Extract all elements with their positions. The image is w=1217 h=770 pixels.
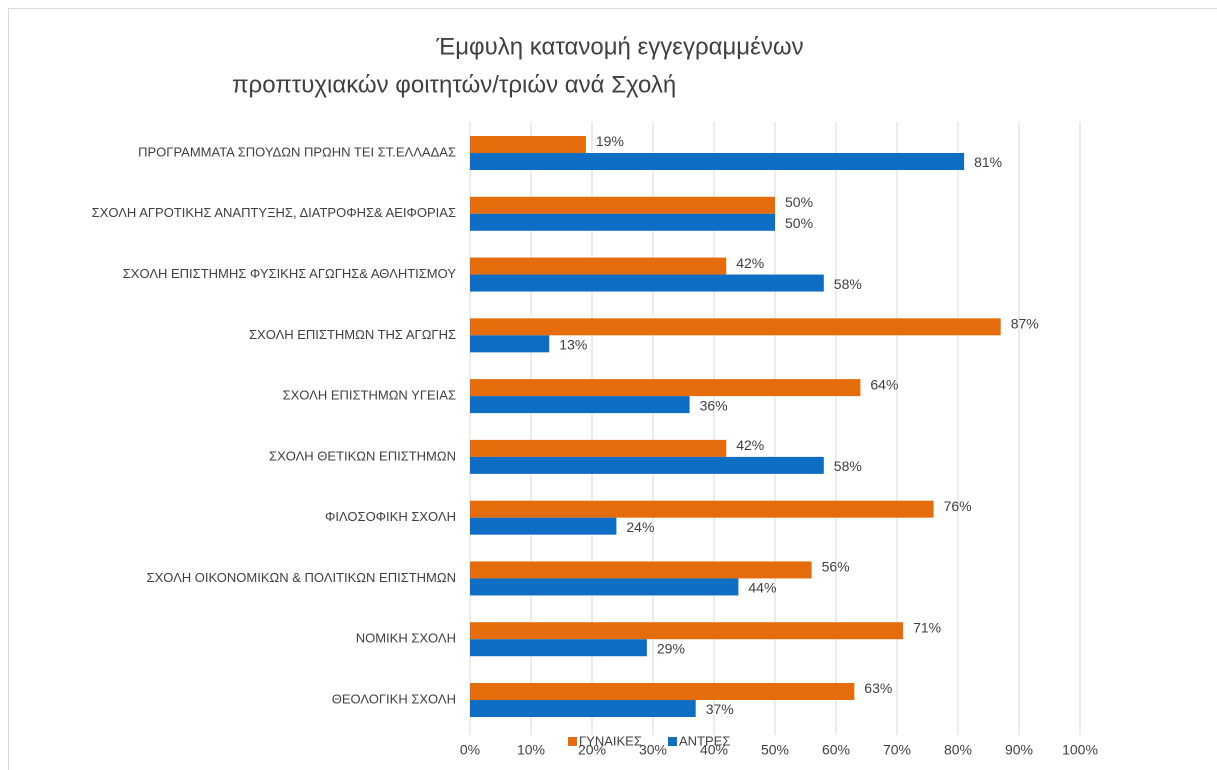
data-label: 87% (1011, 316, 1039, 332)
data-label: 13% (559, 337, 587, 353)
bar (470, 396, 690, 414)
data-label: 81% (974, 154, 1002, 170)
x-tick-label: 30% (639, 742, 667, 758)
y-tick-label: ΣΧΟΛΗ ΘΕΤΙΚΩΝ ΕΠΙΣΤΗΜΩΝ (269, 448, 456, 463)
data-label: 58% (834, 276, 862, 292)
data-label: 42% (736, 255, 764, 271)
bar (470, 683, 855, 700)
bar (470, 335, 550, 353)
bar (470, 257, 727, 275)
data-label: 64% (870, 376, 898, 392)
bar (470, 622, 904, 640)
y-tick-label: ΣΧΟΛΗ ΕΠΙΣΤΗΜΩΝ ΥΓΕΙΑΣ (283, 388, 456, 403)
data-label: 29% (657, 640, 685, 656)
data-label: 50% (785, 194, 813, 210)
data-label: 19% (596, 133, 624, 149)
legend-swatch (568, 737, 577, 746)
bar (470, 136, 586, 153)
chart-title: Έμφυλη κατανομή εγγεγραμμένων (435, 33, 803, 60)
data-label: 63% (864, 680, 892, 696)
y-tick-label: ΝΟΜΙΚΗ ΣΧΟΛΗ (356, 631, 456, 646)
data-label: 76% (944, 498, 972, 514)
data-label: 44% (748, 580, 776, 596)
bar (470, 500, 934, 518)
data-label: 24% (626, 519, 654, 535)
bar (470, 274, 824, 292)
bar (470, 213, 775, 231)
bar (470, 517, 617, 535)
x-tick-label: 50% (761, 742, 789, 758)
x-tick-label: 10% (517, 742, 545, 758)
data-label: 36% (700, 397, 728, 413)
data-label: 42% (736, 437, 764, 453)
data-label: 58% (834, 458, 862, 474)
x-tick-label: 20% (578, 742, 606, 758)
x-tick-label: 100% (1062, 742, 1098, 758)
bar (470, 153, 965, 170)
x-tick-label: 90% (1005, 742, 1033, 758)
data-label: 37% (706, 701, 734, 717)
y-tick-label: ΣΧΟΛΗ ΕΠΙΣΤΗΜΩΝ ΤΗΣ ΑΓΩΓΗΣ (249, 327, 456, 342)
bar (470, 700, 696, 717)
y-tick-label: ΘΕΟΛΟΓΙΚΗ ΣΧΟΛΗ (332, 691, 456, 706)
x-tick-label: 0% (460, 742, 480, 758)
y-tick-label: ΣΧΟΛΗ ΑΓΡΟΤΙΚΗΣ ΑΝΑΠΤΥΞΗΣ, ΔΙΑΤΡΟΦΗΣ& ΑΕ… (92, 205, 456, 220)
bar (470, 439, 727, 457)
bar (470, 196, 775, 214)
y-tick-label: ΦΙΛΟΣΟΦΙΚΗ ΣΧΟΛΗ (325, 509, 456, 524)
legend-swatch (668, 737, 677, 746)
y-tick-label: ΣΧΟΛΗ ΟΙΚΟΝΟΜΙΚΩΝ & ΠΟΛΙΤΙΚΩΝ ΕΠΙΣΤΗΜΩΝ (147, 570, 456, 585)
chart-title: προπτυχιακών φοιτητών/τριών ανά Σχολή (232, 71, 676, 98)
legend-label: ΑΝΤΡΕΣ (679, 733, 730, 748)
y-tick-label: ΣΧΟΛΗ ΕΠΙΣΤΗΜΗΣ ΦΥΣΙΚΗΣ ΑΓΩΓΗΣ& ΑΘΛΗΤΙΣΜ… (123, 266, 457, 281)
bar (470, 639, 647, 657)
x-tick-label: 70% (883, 742, 911, 758)
y-tick-label: ΠΡΟΓΡΑΜΜΑΤΑ ΣΠΟΥΔΩΝ ΠΡΩΗΝ ΤΕΙ ΣΤ.ΕΛΛΑΔΑΣ (138, 144, 456, 159)
bar (470, 561, 812, 579)
bar (470, 456, 824, 474)
data-label: 50% (785, 215, 813, 231)
x-tick-label: 40% (700, 742, 728, 758)
bar (470, 379, 861, 397)
legend-label: ΓΥΝΑΙΚΕΣ (579, 733, 642, 748)
x-tick-label: 80% (944, 742, 972, 758)
data-label: 56% (822, 559, 850, 575)
bar (470, 318, 1001, 336)
bar (470, 578, 739, 596)
data-label: 71% (913, 619, 941, 635)
x-tick-label: 60% (822, 742, 850, 758)
